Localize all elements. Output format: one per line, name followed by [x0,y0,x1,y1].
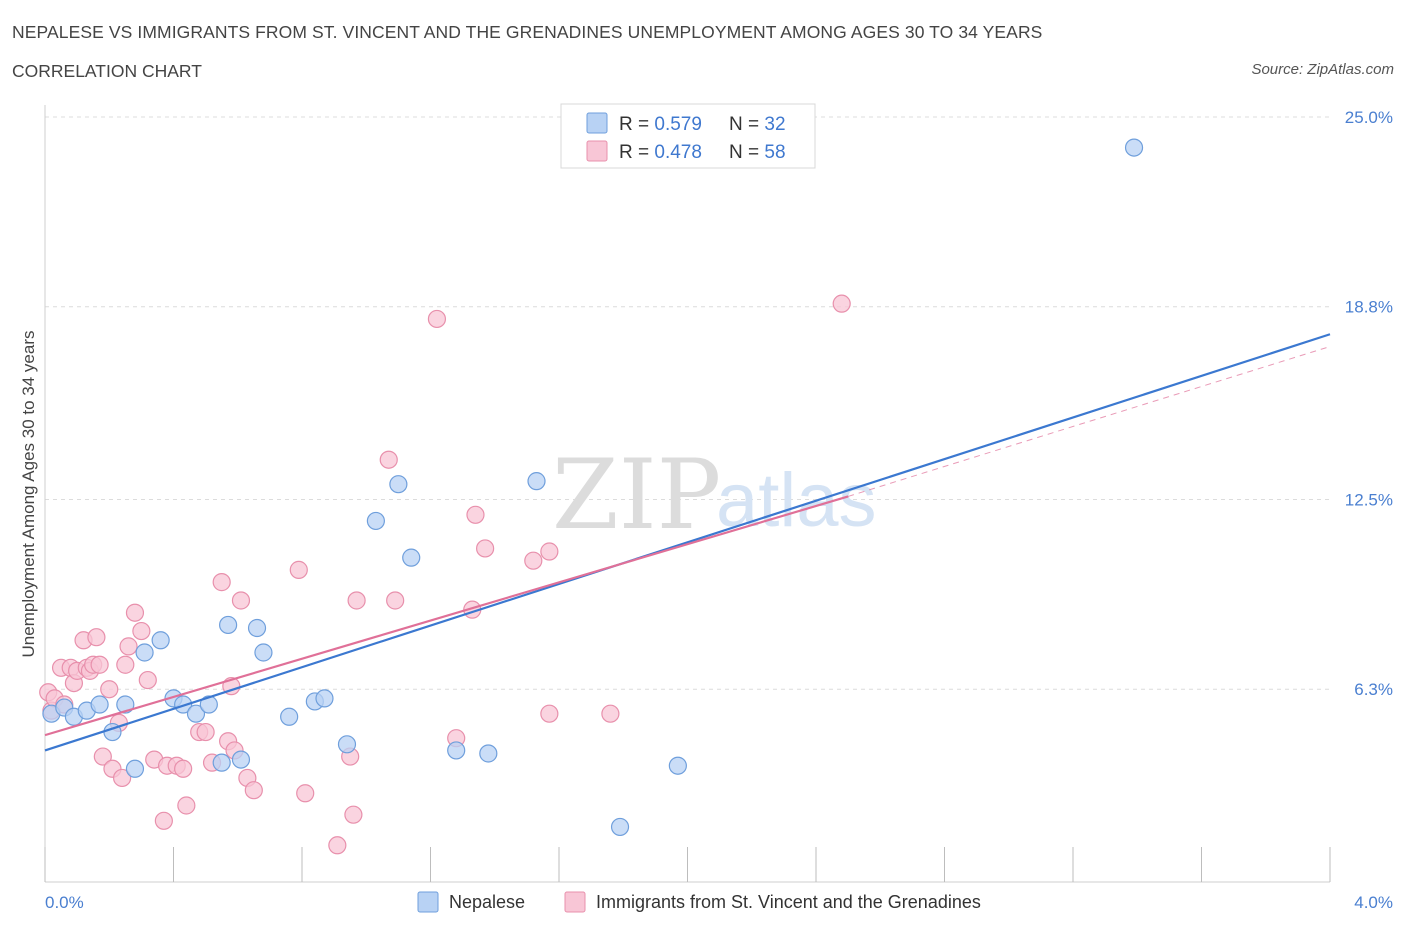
data-point [254,643,273,662]
data-point [100,680,119,699]
data-point [540,704,559,723]
data-point [476,539,495,558]
data-point [231,591,251,610]
data-point [112,768,132,788]
y-tick-label-3: 25.0% [1345,108,1393,127]
data-point [337,735,357,754]
data-point [366,511,385,531]
series-legend: Nepalese Immigrants from St. Vincent and… [417,891,981,913]
y-axis-label: Unemployment Among Ages 30 to 34 years [19,331,38,658]
data-point [90,655,109,674]
data-point [540,542,559,561]
x-tick-label-min: 0.0% [45,893,84,912]
data-point [244,781,263,800]
data-point [610,817,630,837]
x-tick-labels: 0.0% 4.0% [45,893,1393,912]
series-immigrants-points [39,294,851,855]
data-point [93,747,112,766]
correlation-legend: R = 0.579 N = 32 R = 0.478 N = 58 [560,103,816,169]
trend-lines [44,333,1331,752]
data-point [125,759,145,778]
data-point [174,759,193,778]
legend-n-value: 32 [764,114,785,135]
data-point [527,472,546,491]
data-point [174,695,193,714]
legend-r-value: 0.579 [654,114,702,135]
data-point [138,670,157,690]
legend-row-immigrants: R = 0.478 [619,142,702,163]
watermark-zip: ZIP [552,439,721,551]
data-point [466,505,485,524]
trend-line-immigrants-extension [847,346,1331,497]
data-point [125,603,145,622]
legend-n-value: 58 [764,142,785,163]
data-point [186,704,206,723]
data-point [524,551,543,570]
trend-line-immigrants [44,495,849,737]
trend-line-nepalese [44,333,1331,752]
data-point [379,450,398,469]
legend-r-label: R = [619,114,654,135]
legend-r-label: R = [619,142,654,163]
source-credit: Source: ZipAtlas.com [1251,61,1394,78]
legend-n-label: N = [729,142,764,163]
data-point [212,753,231,772]
data-point [116,695,135,714]
series-legend-label-nepalese: Nepalese [449,892,525,912]
data-point [447,741,466,760]
data-point [119,637,138,656]
chart-title: NEPALESE VS IMMIGRANTS FROM ST. VINCENT … [12,22,1043,42]
data-point [116,655,135,674]
chart-subtitle: CORRELATION CHART [12,61,202,81]
y-tick-label-1: 12.5% [1345,491,1393,510]
y-tick-label-0: 6.3% [1354,680,1393,699]
data-point [135,643,154,662]
data-point [280,707,299,726]
series-legend-swatch-nepalese [417,891,439,913]
data-point [132,621,151,641]
data-point [199,695,218,714]
legend-n-label: N = [729,114,764,135]
data-point [668,756,687,775]
series-legend-label-immigrants: Immigrants from St. Vincent and the Gren… [596,892,981,912]
data-point [231,750,251,769]
data-point [247,618,267,638]
data-point [87,628,106,647]
data-point [427,309,447,329]
data-point [177,796,196,815]
legend-row-nepalese-n: N = 32 [729,114,786,135]
data-point [296,784,315,803]
data-point [219,615,238,635]
data-point [402,548,421,567]
data-point [151,631,170,650]
data-point [347,591,366,610]
data-point [289,560,308,579]
data-point [832,294,851,313]
legend-r-value: 0.478 [654,142,702,163]
data-point [154,811,173,830]
data-point [212,573,231,592]
legend-swatch-nepalese [586,112,608,134]
y-tick-label-2: 18.8% [1345,298,1393,317]
series-legend-swatch-immigrants [564,891,586,913]
series-nepalese-points [42,138,1144,837]
data-point [328,836,347,855]
legend-row-nepalese: R = 0.579 [619,114,702,135]
legend-swatch-immigrants [586,140,608,162]
axes [44,105,1331,883]
legend-row-immigrants-n: N = 58 [729,142,786,163]
data-point [1124,138,1144,157]
data-point [479,744,498,763]
data-point [344,805,363,824]
data-point [196,722,215,742]
watermark-atlas: atlas [716,458,877,543]
data-point [389,475,408,494]
x-tick-label-max: 4.0% [1354,893,1393,912]
data-point [386,591,405,610]
data-point [601,704,620,723]
y-tick-labels: 6.3% 12.5% 18.8% 25.0% [1345,108,1393,699]
data-point [90,695,109,714]
data-point [315,689,334,708]
